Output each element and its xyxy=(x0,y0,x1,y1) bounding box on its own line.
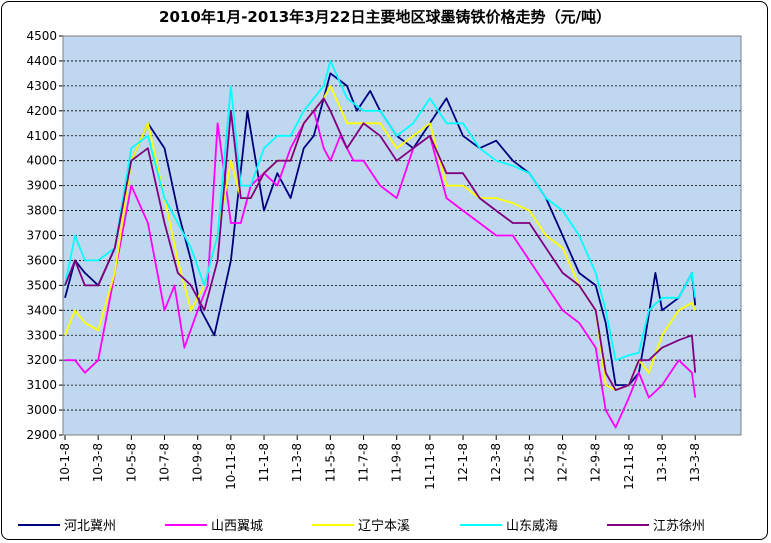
series-line-4 xyxy=(64,60,697,362)
y-tick-label: 3000 xyxy=(26,403,57,417)
legend-label: 河北冀州 xyxy=(64,518,116,534)
y-tick-label: 2900 xyxy=(26,428,57,442)
chart-title: 2010年1月-2013年3月22日主要地区球墨铸铁价格走势（元/吨） xyxy=(159,8,611,26)
x-tick-label: 12-3-8 xyxy=(489,443,503,482)
y-tick-label: 3300 xyxy=(26,328,57,342)
y-tick-label: 4500 xyxy=(26,29,57,43)
legend: 河北冀州 山西翼城 辽宁本溪 山东威海 江苏徐州 xyxy=(18,518,705,534)
x-tick-label: 13-1-8 xyxy=(655,443,669,482)
y-tick-label: 3900 xyxy=(26,179,57,193)
y-axis: 2900 3000 3100 3200 3300 3400 3500 3600 3700 3800… xyxy=(26,29,63,442)
x-tick-label: 11-5-8 xyxy=(323,443,337,482)
y-tick-label: 4100 xyxy=(26,129,57,143)
x-tick-label: 10-1-8 xyxy=(58,443,72,482)
x-tick-label: 11-1-8 xyxy=(257,443,271,482)
y-tick-label: 4000 xyxy=(26,154,57,168)
plot-border xyxy=(62,35,742,436)
y-tick-label: 4200 xyxy=(26,104,57,118)
x-tick-label: 11-9-8 xyxy=(390,443,404,482)
y-tick-label: 3500 xyxy=(26,278,57,292)
x-tick-label: 10-7-8 xyxy=(158,443,172,482)
legend-label: 山西翼城 xyxy=(211,519,263,534)
y-tick-label: 3400 xyxy=(26,303,57,317)
y-tick-label: 3800 xyxy=(26,204,57,218)
legend-label: 山东威海 xyxy=(506,519,558,534)
x-tick-label: 12-5-8 xyxy=(522,443,536,482)
series-line-1 xyxy=(64,72,697,387)
x-tick-label: 10-3-8 xyxy=(91,443,105,482)
y-tick-label: 3100 xyxy=(26,378,57,392)
x-tick-label: 11-3-8 xyxy=(290,443,304,482)
x-tick-label: 12-1-8 xyxy=(456,443,470,482)
x-tick-label: 10-9-8 xyxy=(191,443,205,482)
series-line-5 xyxy=(64,97,697,392)
x-tick-label: 12-9-8 xyxy=(589,443,603,482)
y-tick-label: 3600 xyxy=(26,253,57,267)
x-axis: 10-1-8 10-3-8 10-5-8 10-7-8 10-9-8 10-11-8 11-… xyxy=(58,435,702,490)
series-lines xyxy=(64,60,697,429)
x-tick-label: 11-11-8 xyxy=(423,443,437,490)
x-tick-label: 12-11-8 xyxy=(622,443,636,490)
x-tick-label: 13-3-8 xyxy=(688,443,702,482)
legend-label: 辽宁本溪 xyxy=(358,518,410,534)
x-tick-label: 11-7-8 xyxy=(357,443,371,482)
y-tick-label: 4300 xyxy=(26,79,57,93)
x-tick-label: 12-7-8 xyxy=(556,443,570,482)
y-tick-label: 3200 xyxy=(26,353,57,367)
legend-label: 江苏徐州 xyxy=(653,518,705,534)
series-line-2 xyxy=(65,109,697,429)
y-tick-label: 3700 xyxy=(26,229,57,243)
x-tick-label: 10-5-8 xyxy=(124,443,138,482)
y-tick-label: 4400 xyxy=(26,54,57,68)
x-tick-label: 10-11-8 xyxy=(224,443,238,490)
